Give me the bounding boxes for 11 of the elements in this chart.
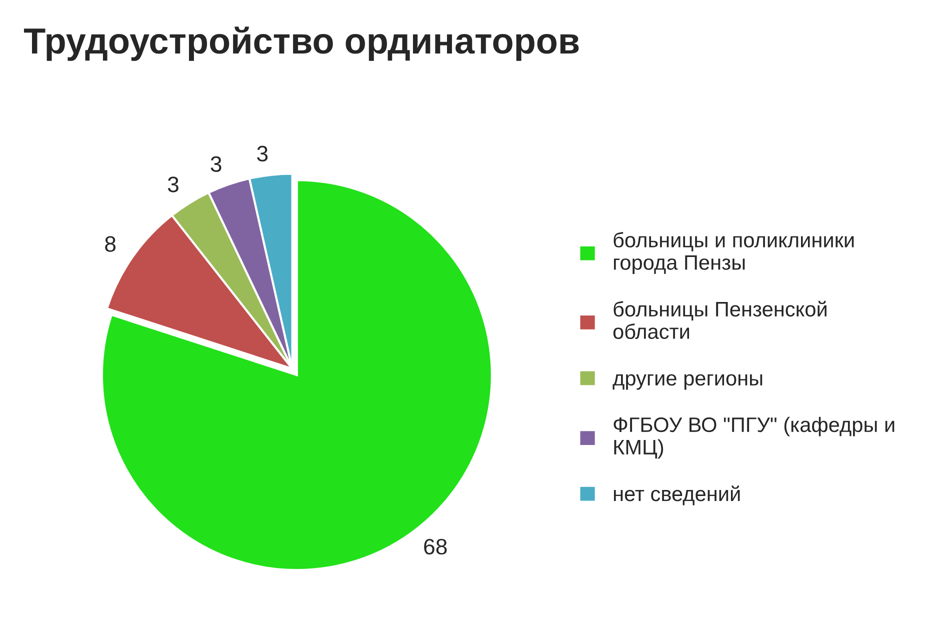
legend-label: больницы и поликлиники города Пензы <box>614 232 854 274</box>
data-label: 68 <box>424 538 447 555</box>
legend-label: другие регионы <box>612 374 762 390</box>
data-label: 3 <box>168 176 178 192</box>
data-label: 8 <box>105 236 116 252</box>
legend-label: ФГБОУ ВО "ПГУ" (кафедры и КМЦ) <box>614 416 894 459</box>
chart-title: Трудоустройство ординаторов <box>24 26 579 61</box>
data-label: 3 <box>257 146 268 162</box>
legend-label: больницы Пензенской области <box>613 300 826 340</box>
data-label: 3 <box>210 156 222 172</box>
legend-label: нет сведений <box>614 486 740 506</box>
